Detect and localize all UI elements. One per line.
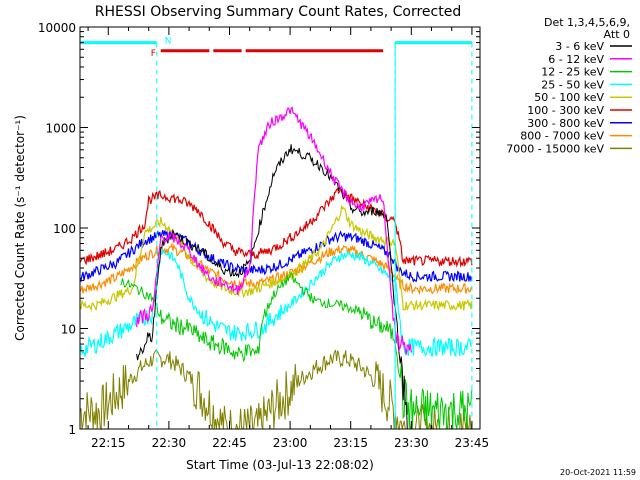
x-tick-label: 23:15 [333,436,368,450]
series-lines [79,106,473,431]
legend-header-line: Det 1,3,4,5,6,9, [544,16,630,29]
y-axis-label: Corrected Count Rate (s⁻¹ detector⁻¹) [13,115,27,341]
y-tick-label: 10000 [38,21,76,35]
flare-label: F [151,49,156,59]
night-label: N [165,37,172,47]
y-axis: 1 10 100 1000 10000 [38,21,480,437]
series-line [79,205,473,312]
footer-date: 20-Oct-2021 11:59 [560,468,636,477]
legend-label: 100 - 300 keV [527,104,604,117]
y-tick-label: 1000 [45,122,76,136]
legend-label: 6 - 12 keV [548,53,604,66]
legend-header-line: Att 0 [604,28,630,41]
x-tick-label: 22:30 [152,436,187,450]
series-line [79,187,473,268]
chart-title: RHESSI Observing Summary Count Rates, Co… [95,4,461,20]
y-tick-label: 1 [68,423,76,437]
x-axis-label: Start Time (03-Jul-13 22:08:02) [186,458,374,472]
series-line [120,272,473,430]
x-tick-label: 23:00 [273,436,308,450]
x-axis: 22:15 22:30 22:45 23:00 23:15 23:30 23:45 [87,27,490,450]
series-line [79,241,473,296]
legend-label: 50 - 100 keV [534,91,604,104]
legend-label: 300 - 800 keV [527,117,604,130]
legend-label: 800 - 7000 keV [520,130,604,143]
y-tick-label: 100 [53,222,76,236]
y-tick-label: 10 [61,323,76,337]
legend-label: 7000 - 15000 keV [506,142,604,155]
series-line [136,144,408,430]
legend-label: 12 - 25 keV [541,66,604,79]
legend-label: 25 - 50 keV [541,78,604,91]
series-line [79,230,473,283]
series-line [136,106,412,355]
x-tick-label: 22:45 [212,436,247,450]
x-tick-label: 22:15 [91,436,126,450]
x-tick-label: 23:30 [394,436,429,450]
observing-bands: NF [80,37,472,59]
x-tick-label: 23:45 [455,436,490,450]
legend-label: 3 - 6 keV [555,40,604,53]
